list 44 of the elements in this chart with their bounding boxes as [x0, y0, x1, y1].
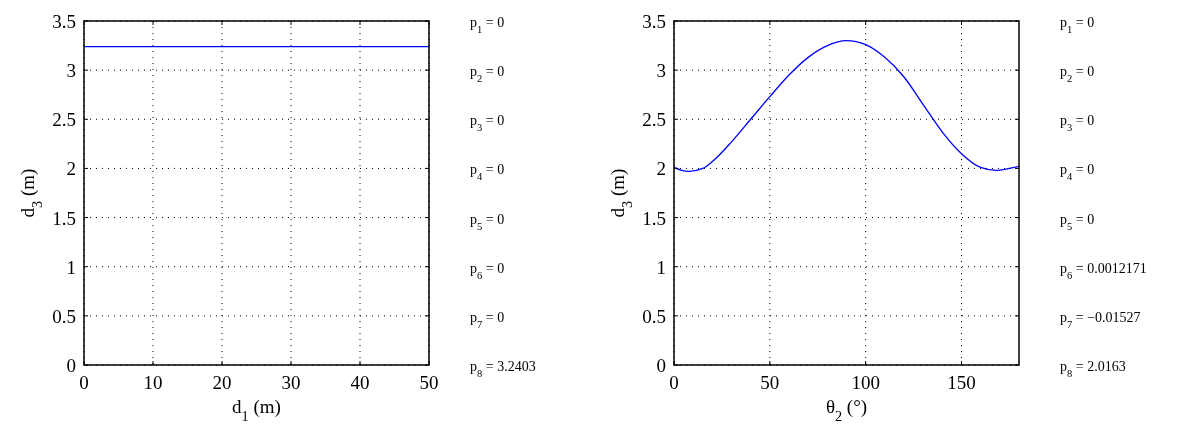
- y-tick-label: 2: [656, 158, 666, 180]
- text: p$_{1}$ = 0: [470, 15, 505, 35]
- text: p$_{3}$ = 0: [1059, 113, 1094, 133]
- y-tick-label: 2: [66, 158, 76, 180]
- y-tick-label: 1: [66, 256, 76, 278]
- text: p$_{5}$ = 0: [1059, 211, 1094, 232]
- text: p$_{5}$ = 0: [470, 211, 505, 232]
- x-axis-title: θ$_{2}$ (°): [825, 396, 867, 424]
- y-tick-label: 1.5: [641, 207, 666, 229]
- y-tick-label: 2.5: [641, 109, 666, 131]
- text: p$_{4}$ = 0: [470, 162, 505, 182]
- x-axis-title: d$_{1}$ (m): [232, 396, 281, 424]
- x-tick-label: 100: [850, 372, 880, 393]
- y-tick-label: 3: [66, 60, 76, 82]
- text: p$_{6}$ = 0.0012171: [1059, 260, 1147, 281]
- y-tick-label: 0: [66, 355, 76, 376]
- text: p$_{8}$ = 2.0163: [1059, 359, 1126, 379]
- y-tick-label: 3.5: [52, 11, 76, 32]
- y-tick-label: 3.5: [641, 11, 666, 32]
- y-tick-label: 3: [656, 60, 666, 82]
- x-tick-label: 50: [419, 372, 439, 393]
- text: p$_{4}$ = 0: [1059, 162, 1094, 182]
- text: p$_{2}$ = 0: [470, 64, 505, 84]
- y-tick-label: 1: [656, 256, 666, 278]
- y-tick-label: 2.5: [52, 109, 76, 131]
- text: p$_{3}$ = 0: [470, 113, 505, 133]
- y-tick-label: 1.5: [52, 207, 76, 229]
- x-tick-label: 30: [281, 372, 301, 393]
- text: p$_{8}$ = 3.2403: [470, 359, 536, 379]
- text: p$_{2}$ = 0: [1059, 64, 1094, 84]
- text: p$_{7}$ = 0: [470, 309, 505, 330]
- line-series: [672, 40, 1020, 173]
- x-tick-label: 50: [759, 372, 779, 393]
- text: p$_{7}$ = −0.01527: [1059, 309, 1141, 330]
- y-tick-label: 0.5: [52, 305, 76, 327]
- text: p$_{1}$ = 0: [1059, 15, 1094, 35]
- x-tick-label: 10: [143, 372, 163, 393]
- text: p$_{6}$ = 0: [470, 260, 505, 281]
- x-tick-label: 40: [350, 372, 370, 393]
- x-tick-label: 150: [946, 372, 976, 393]
- y-tick-label: 0: [656, 355, 666, 376]
- y-tick-label: 0.5: [641, 305, 666, 327]
- x-tick-label: 20: [212, 372, 232, 393]
- x-tick-label: 0: [79, 372, 89, 393]
